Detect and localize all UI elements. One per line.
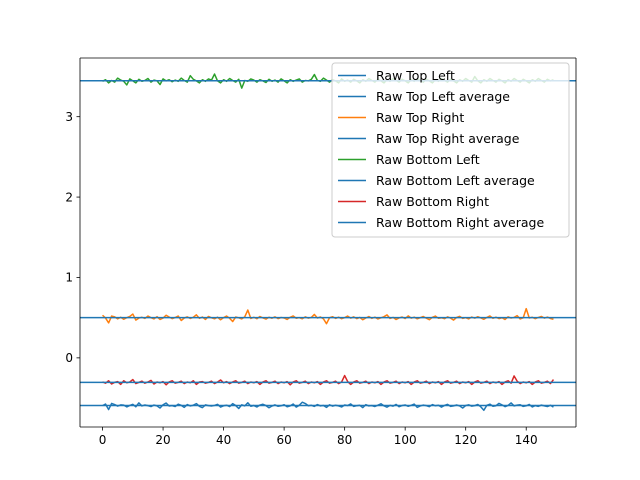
legend-label: Raw Top Right (376, 110, 464, 125)
y-tick-label: 3 (65, 110, 73, 124)
x-tick-label: 100 (394, 433, 417, 447)
x-tick-label: 80 (337, 433, 352, 447)
legend-label: Raw Bottom Right (376, 194, 489, 209)
y-tick-label: 0 (65, 351, 73, 365)
y-tick-label: 1 (65, 271, 73, 285)
legend-label: Raw Top Left (376, 68, 455, 83)
y-tick-label: 2 (65, 190, 73, 204)
legend-label: Raw Top Right average (376, 131, 520, 146)
x-tick-label: 60 (276, 433, 291, 447)
legend: Raw Top Left Raw Top Left average Raw Top … (332, 63, 569, 237)
x-tick-label: 40 (216, 433, 231, 447)
x-tick-label: 140 (515, 433, 538, 447)
x-tick-label: 120 (454, 433, 477, 447)
x-tick-label: 0 (99, 433, 107, 447)
legend-label: Raw Bottom Left (376, 152, 480, 167)
legend-label: Raw Top Left average (376, 89, 510, 104)
x-tick-label: 20 (155, 433, 170, 447)
legend-label: Raw Bottom Right average (376, 215, 544, 230)
legend-label: Raw Bottom Left average (376, 173, 535, 188)
